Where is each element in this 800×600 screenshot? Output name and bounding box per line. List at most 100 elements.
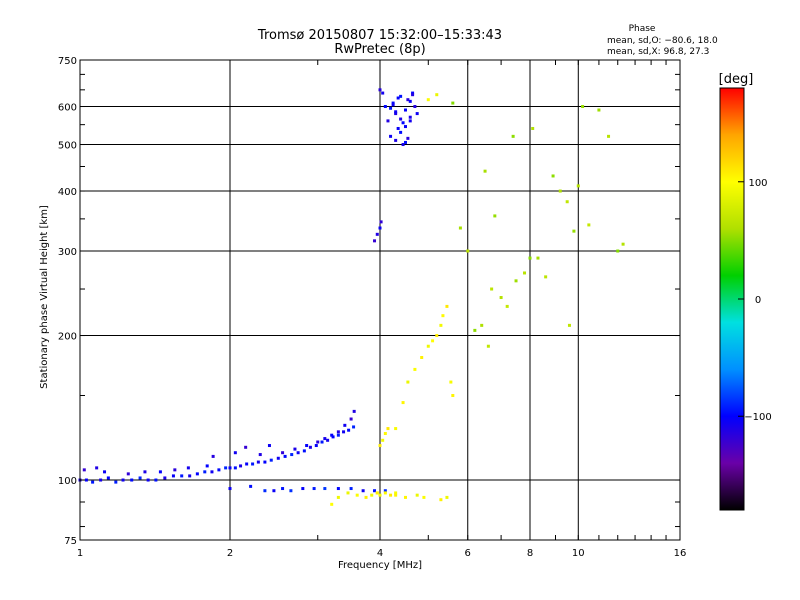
data-point [290, 453, 294, 457]
chart-title: Tromsø 20150807 15:32:00–15:33:43 [257, 28, 502, 43]
data-point [267, 444, 271, 448]
data-point [349, 487, 353, 491]
data-point [336, 495, 340, 499]
data-point [203, 470, 207, 474]
x-axis-ticks: 1 2 4 6 8 10 16 [77, 60, 686, 559]
data-point [263, 489, 267, 493]
data-point [523, 271, 527, 275]
data-point [228, 466, 232, 470]
data-point [415, 112, 419, 116]
data-point [312, 487, 316, 491]
data-point [567, 323, 571, 327]
data-point [403, 495, 407, 499]
data-point [383, 491, 387, 495]
data-point [281, 451, 285, 455]
data-point [389, 493, 393, 497]
data-point [296, 451, 300, 455]
data-point [490, 287, 494, 291]
data-point [493, 214, 497, 218]
data-point [352, 409, 356, 413]
data-point [239, 464, 243, 468]
data-point [281, 487, 285, 491]
data-point [383, 432, 387, 436]
data-point [445, 495, 449, 499]
data-point [411, 93, 415, 97]
data-point [445, 304, 449, 308]
y-tick-label: 300 [58, 247, 77, 258]
data-point [331, 435, 335, 439]
data-point [323, 437, 327, 441]
data-point [99, 478, 103, 482]
data-point [320, 440, 324, 444]
data-point [370, 493, 374, 497]
data-point [413, 105, 417, 109]
data-point [401, 401, 405, 405]
data-point [233, 451, 237, 455]
data-point [408, 99, 412, 103]
y-axis-label: Stationary phase Virtual Height [km] [39, 205, 50, 389]
data-point [426, 344, 430, 348]
data-point [158, 470, 162, 474]
phase-colorbar: 100 0 −100 [719, 87, 772, 511]
y-axis-ticks: 75 100 200 300 400 500 600 750 [58, 56, 680, 547]
data-point [163, 476, 167, 480]
data-point [394, 491, 398, 495]
data-point [399, 130, 403, 134]
data-point [514, 279, 518, 283]
data-point [188, 474, 192, 478]
data-point [293, 447, 297, 451]
data-point [378, 444, 382, 448]
x-tick-label: 6 [465, 548, 471, 559]
data-point [323, 487, 327, 491]
data-point [391, 103, 395, 107]
data-point [276, 456, 280, 460]
data-point [505, 304, 509, 308]
data-point [347, 428, 351, 432]
data-point [106, 476, 110, 480]
data-point [391, 101, 395, 105]
data-point [195, 472, 199, 476]
data-point [330, 433, 334, 437]
data-point [381, 438, 385, 442]
data-point [305, 444, 309, 448]
data-point [289, 489, 293, 493]
data-point [394, 138, 398, 142]
data-point [435, 334, 439, 338]
data-point [330, 502, 334, 506]
y-tick-label: 600 [58, 103, 77, 114]
data-point [130, 478, 134, 482]
data-point [420, 355, 424, 359]
data-point [316, 440, 320, 444]
data-point [616, 249, 620, 253]
data-point [480, 323, 484, 327]
data-point [551, 174, 555, 178]
data-point [439, 323, 443, 327]
data-point [314, 444, 318, 448]
data-point [302, 449, 306, 453]
phase-stats-x: mean, sd,X: 96.8, 27.3 [607, 47, 709, 57]
data-point [394, 110, 398, 114]
data-point [224, 466, 228, 470]
x-tick-label: 10 [572, 548, 585, 559]
data-point [536, 256, 540, 260]
data-point [342, 430, 346, 434]
data-point [146, 478, 150, 482]
data-point [245, 462, 249, 466]
data-point [449, 380, 453, 384]
data-point [422, 495, 426, 499]
data-point [386, 427, 390, 431]
data-point [269, 458, 273, 462]
colorbar-tick-label: 100 [748, 178, 767, 189]
data-point [458, 226, 462, 230]
x-tick-label: 1 [77, 548, 83, 559]
colorbar-label: [deg] [719, 72, 754, 87]
data-point [375, 232, 379, 236]
data-point [326, 438, 330, 442]
y-tick-label: 200 [58, 332, 77, 343]
data-point [228, 487, 232, 491]
data-point [336, 487, 340, 491]
data-point [466, 249, 470, 253]
data-point [399, 117, 403, 121]
data-point [355, 493, 359, 497]
colorbar-tick-label: 0 [755, 295, 761, 306]
